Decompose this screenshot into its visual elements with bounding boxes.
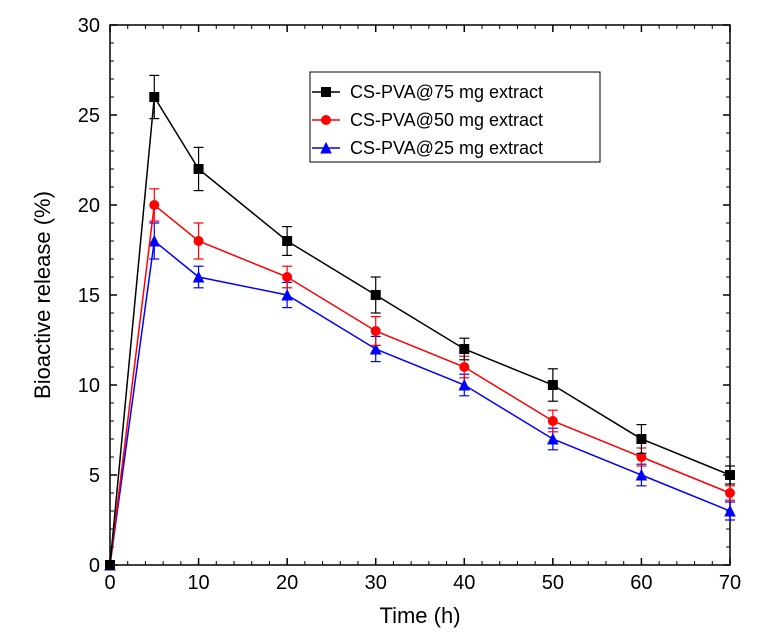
legend-label: CS-PVA@50 mg extract (350, 110, 543, 130)
legend-label: CS-PVA@75 mg extract (350, 82, 543, 102)
x-tick-label: 30 (365, 572, 387, 594)
x-tick-label: 0 (104, 572, 115, 594)
y-tick-label: 0 (89, 555, 100, 577)
x-tick-label: 20 (276, 572, 298, 594)
x-tick-label: 50 (542, 572, 564, 594)
y-tick-label: 10 (78, 375, 100, 397)
x-axis-label: Time (h) (379, 603, 460, 628)
y-tick-label: 20 (78, 195, 100, 217)
y-tick-label: 15 (78, 285, 100, 307)
x-tick-label: 70 (719, 572, 741, 594)
x-tick-label: 40 (453, 572, 475, 594)
x-tick-label: 10 (187, 572, 209, 594)
legend-label: CS-PVA@25 mg extract (350, 138, 543, 158)
y-axis-label: Bioactive release (%) (30, 191, 55, 399)
y-tick-label: 5 (89, 465, 100, 487)
x-tick-label: 60 (630, 572, 652, 594)
y-tick-label: 30 (78, 15, 100, 37)
bioactive-release-chart: 0 10 20 30 40 50 60 70 Time (h) 0 5 10 15 20 25 30 Bioac… (0, 0, 763, 643)
y-tick-label: 25 (78, 105, 100, 127)
